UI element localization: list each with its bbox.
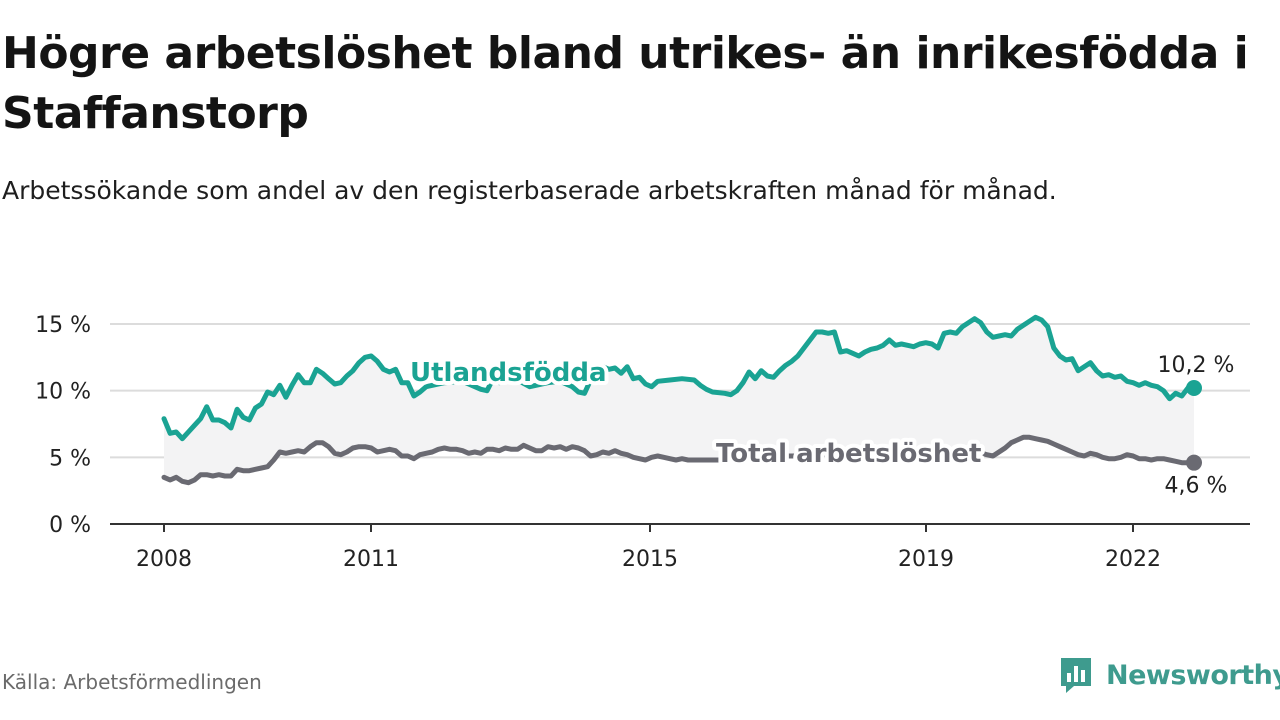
end-value-label-utlandsfodda: 10,2 %	[1158, 353, 1235, 378]
end-point-utlandsfodda	[1186, 380, 1202, 396]
source-note: Källa: Arbetsförmedlingen	[2, 670, 262, 694]
area-between-series	[164, 317, 1194, 483]
end-point-total	[1186, 454, 1202, 471]
y-tick-label: 10 %	[35, 380, 91, 405]
series-label-total: Total arbetslöshet	[716, 439, 981, 469]
y-tick-label: 0 %	[49, 513, 91, 538]
y-axis: 0 % 5 % 10 % 15 %	[35, 313, 91, 538]
line-chart: 0 % 5 % 10 % 15 % 2008 2011 2015 2019 2022 10,2…	[35, 313, 1250, 572]
series-layer	[161, 314, 1202, 486]
chart-title: Högre arbetslöshet bland utrikes- än inr…	[2, 28, 1249, 139]
x-axis: 2008 2011 2015 2019 2022	[136, 524, 1161, 572]
label-layer: 10,2 % 4,6 % Utlandsfödda Total arbetslöshe…	[406, 351, 1236, 501]
x-tick-label: 2011	[343, 547, 399, 572]
x-tick-label: 2019	[898, 547, 954, 572]
brand-logo: Newsworthy	[1058, 654, 1280, 696]
y-tick-label: 15 %	[35, 313, 91, 338]
series-line-total	[161, 434, 1197, 486]
newsworthy-logo-icon	[1061, 658, 1091, 693]
x-tick-label: 2022	[1105, 547, 1161, 572]
end-value-label-total: 4,6 %	[1165, 474, 1228, 499]
x-tick-label: 2008	[136, 547, 192, 572]
brand-name: Newsworthy	[1106, 659, 1280, 691]
x-tick-label: 2015	[622, 547, 678, 572]
series-label-utlandsfodda: Utlandsfödda	[410, 358, 607, 388]
y-tick-label: 5 %	[49, 446, 91, 471]
series-line-utlandsfodda	[161, 314, 1197, 442]
chart-subtitle: Arbetssökande som andel av den registerb…	[2, 176, 1057, 205]
